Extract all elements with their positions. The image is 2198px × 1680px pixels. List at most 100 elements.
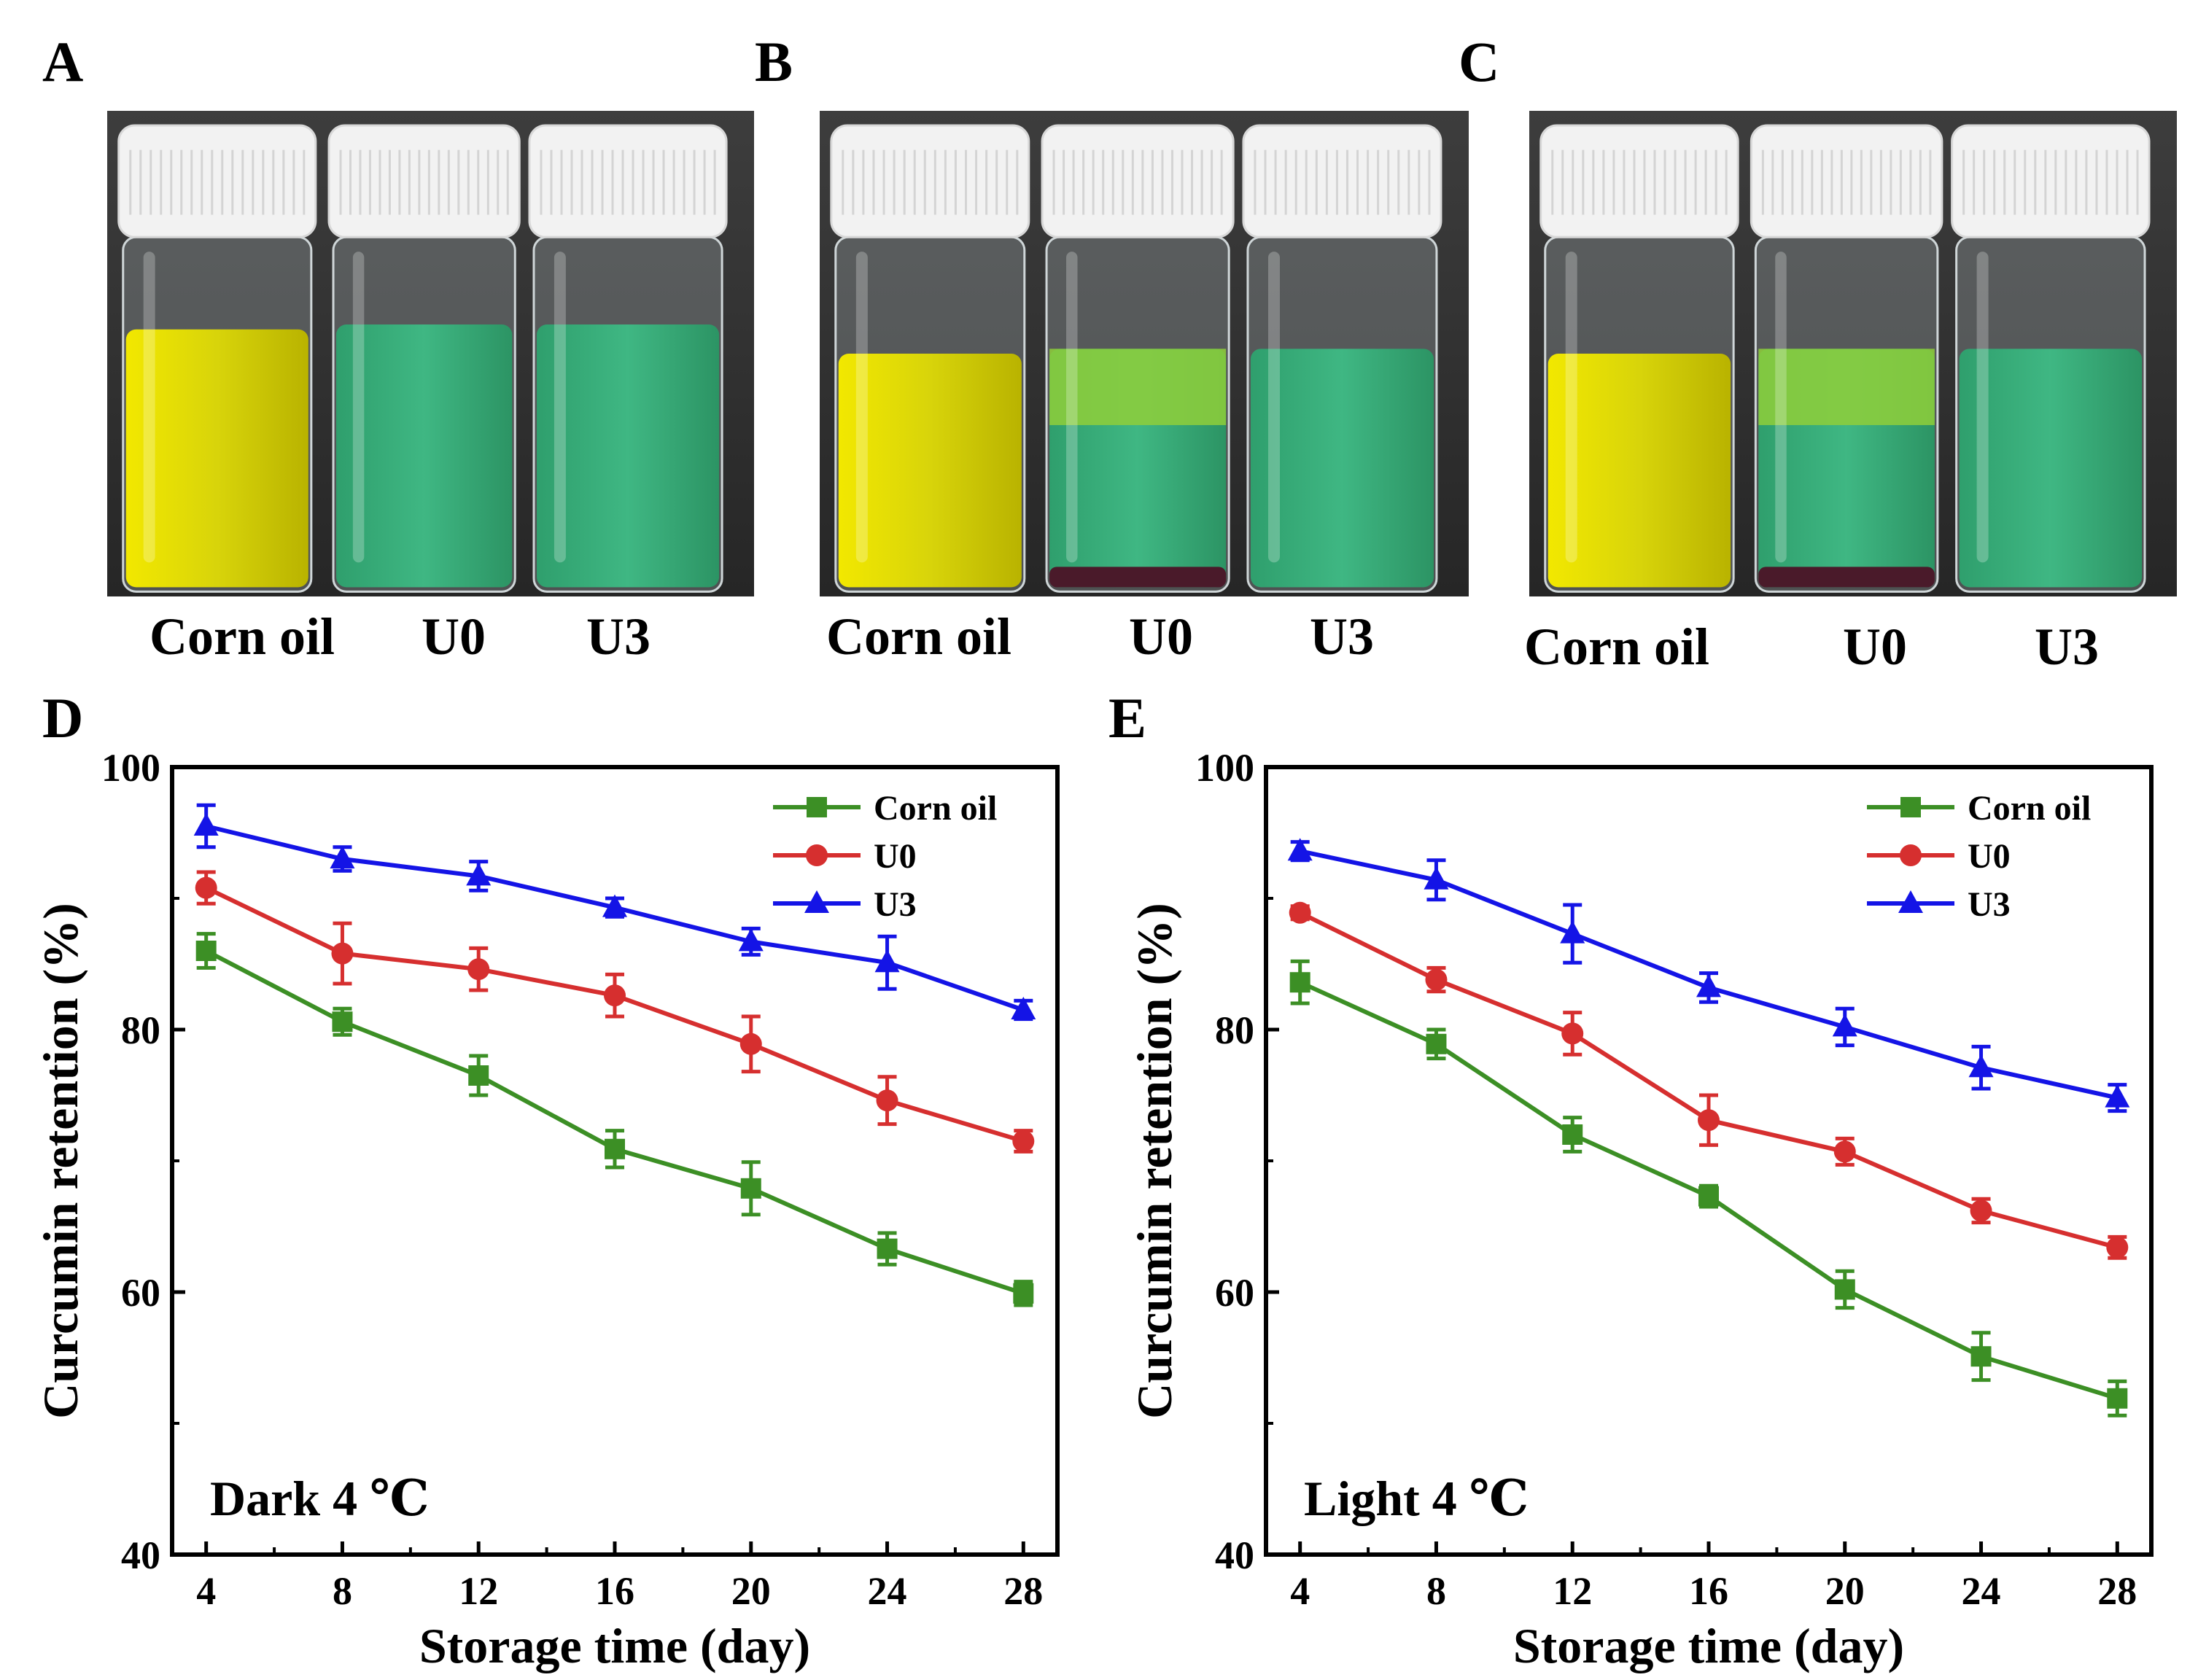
data-point-u3 — [738, 928, 764, 952]
vial-label-c-corn-oil: Corn oil — [1524, 618, 1710, 676]
data-point-u0 — [195, 876, 217, 899]
legend-marker-u0 — [806, 844, 828, 866]
data-point-corn-oil — [1562, 1124, 1583, 1145]
vial — [1951, 124, 2151, 593]
vial — [1041, 124, 1235, 593]
oil-liquid — [838, 354, 1022, 588]
x-axis-title: Storage time (day) — [1513, 1618, 1904, 1673]
legend-marker-u3 — [1898, 890, 1923, 913]
data-point-u0 — [1698, 1109, 1720, 1132]
sediment-layer — [1758, 567, 1935, 588]
data-point-u3 — [2105, 1084, 2130, 1108]
vial-label-b-u0: U0 — [1129, 607, 1193, 666]
x-tick-label: 20 — [731, 1569, 771, 1613]
separated-oil-layer — [1049, 349, 1227, 425]
data-point-u0 — [1012, 1130, 1035, 1152]
data-point-u0 — [1970, 1199, 1992, 1222]
data-point-corn-oil — [1426, 1033, 1447, 1054]
y-tick-label: 80 — [121, 1008, 160, 1052]
x-tick-label: 8 — [333, 1569, 352, 1613]
data-point-u0 — [739, 1032, 762, 1055]
data-point-corn-oil — [1289, 972, 1310, 993]
data-point-u0 — [1561, 1022, 1584, 1045]
y-tick-label: 40 — [121, 1533, 160, 1577]
data-point-u3 — [1560, 920, 1585, 944]
vial-label-a-u0: U0 — [422, 607, 486, 666]
legend-entry-corn-oil: Corn oil — [1867, 789, 2091, 828]
vial-label-a-corn-oil: Corn oil — [149, 607, 335, 666]
panel-letter-c: C — [1459, 30, 1500, 93]
data-point-u3 — [330, 846, 355, 868]
x-tick-label: 16 — [595, 1569, 634, 1613]
legend-marker-u3 — [804, 890, 829, 913]
y-tick-label: 60 — [121, 1271, 160, 1315]
x-tick-label: 28 — [1003, 1569, 1043, 1613]
emulsion-liquid — [536, 324, 720, 588]
data-point-u3 — [1696, 974, 1721, 998]
data-point-corn-oil — [740, 1178, 761, 1199]
vial — [830, 124, 1030, 593]
vial-label-c-u3: U3 — [2035, 618, 2099, 676]
data-point-u3 — [1968, 1054, 1994, 1078]
legend-entry-u0: U0 — [1867, 837, 2011, 876]
x-tick-label: 24 — [868, 1569, 907, 1613]
data-point-u0 — [876, 1089, 898, 1112]
legend-entry-u3: U3 — [773, 885, 917, 924]
vial-label-b-corn-oil: Corn oil — [826, 607, 1012, 666]
data-point-corn-oil — [332, 1011, 353, 1032]
condition-annotation: Light 4 ℃ — [1304, 1471, 1529, 1526]
y-tick-label: 100 — [101, 746, 160, 790]
data-point-u3 — [193, 813, 219, 836]
data-point-u3 — [1011, 997, 1036, 1019]
vial-label-b-u3: U3 — [1310, 607, 1374, 666]
data-point-corn-oil — [605, 1138, 625, 1159]
vial-cap — [1750, 124, 1943, 238]
y-tick-label: 100 — [1195, 746, 1254, 790]
data-point-u3 — [874, 949, 900, 973]
data-point-u0 — [1833, 1140, 1856, 1163]
data-point-u3 — [1832, 1014, 1857, 1037]
legend-label-u0: U0 — [1968, 837, 2011, 876]
y-tick-label: 40 — [1215, 1533, 1254, 1577]
data-point-corn-oil — [1970, 1346, 1992, 1367]
chart-light-4c: 4 8 12 16 20 24 28 40 60 80 100 Storage time (day) C… — [1094, 729, 2188, 1677]
data-point-corn-oil — [877, 1238, 898, 1259]
data-point-u0 — [467, 958, 490, 981]
oil-liquid — [1547, 354, 1731, 588]
x-axis-title: Storage time (day) — [419, 1618, 810, 1673]
vial-cap — [528, 124, 728, 238]
legend-marker-corn-oil — [807, 797, 827, 817]
emulsion-liquid — [1959, 349, 2143, 588]
data-point-u0 — [331, 942, 354, 965]
data-point-corn-oil — [2107, 1388, 2128, 1409]
data-point-corn-oil — [1834, 1279, 1855, 1300]
data-point-corn-oil — [195, 941, 217, 961]
data-point-u3 — [466, 863, 492, 886]
data-point-u0 — [1425, 968, 1448, 991]
chart-dark-4c: 4 8 12 16 20 24 28 40 60 80 100 Storage time (day) C… — [0, 729, 1094, 1677]
data-point-corn-oil — [1698, 1186, 1719, 1207]
data-point-u3 — [1424, 866, 1449, 890]
vial-cap — [327, 124, 521, 238]
photo-panel-a — [107, 111, 754, 596]
legend-label-u0: U0 — [874, 837, 917, 876]
data-point-corn-oil — [1013, 1283, 1034, 1304]
emulsion-liquid — [336, 324, 513, 588]
x-tick-label: 12 — [459, 1569, 498, 1613]
x-tick-label: 20 — [1825, 1569, 1865, 1613]
data-point-u0 — [2106, 1236, 2129, 1259]
y-tick-label: 60 — [1215, 1271, 1254, 1315]
panel-letter-a: A — [42, 30, 84, 93]
x-tick-label: 24 — [1962, 1569, 2001, 1613]
y-axis-title: Curcumin retention (%) — [33, 903, 88, 1419]
sediment-layer — [1049, 567, 1227, 588]
vial-cap — [117, 124, 317, 238]
data-point-u3 — [602, 894, 627, 917]
legend-label-u3: U3 — [1968, 885, 2011, 924]
vial — [117, 124, 317, 593]
y-tick-label: 80 — [1215, 1008, 1254, 1052]
vial-label-a-u3: U3 — [586, 607, 651, 666]
oil-liquid — [125, 329, 308, 588]
separated-oil-layer — [1758, 349, 1935, 425]
vial — [1750, 124, 1943, 593]
